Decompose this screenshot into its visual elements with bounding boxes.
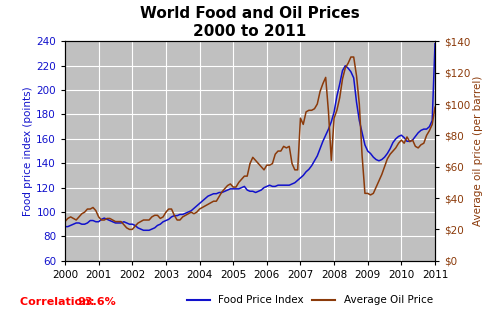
Text: Correlation:: Correlation: xyxy=(20,297,98,307)
Legend: Food Price Index, Average Oil Price: Food Price Index, Average Oil Price xyxy=(183,291,437,310)
Title: World Food and Oil Prices
2000 to 2011: World Food and Oil Prices 2000 to 2011 xyxy=(140,6,360,39)
Y-axis label: Food price index (points): Food price index (points) xyxy=(24,86,34,216)
Text: 93.6%: 93.6% xyxy=(78,297,116,307)
Y-axis label: Average oil price (per barrel): Average oil price (per barrel) xyxy=(473,76,483,226)
